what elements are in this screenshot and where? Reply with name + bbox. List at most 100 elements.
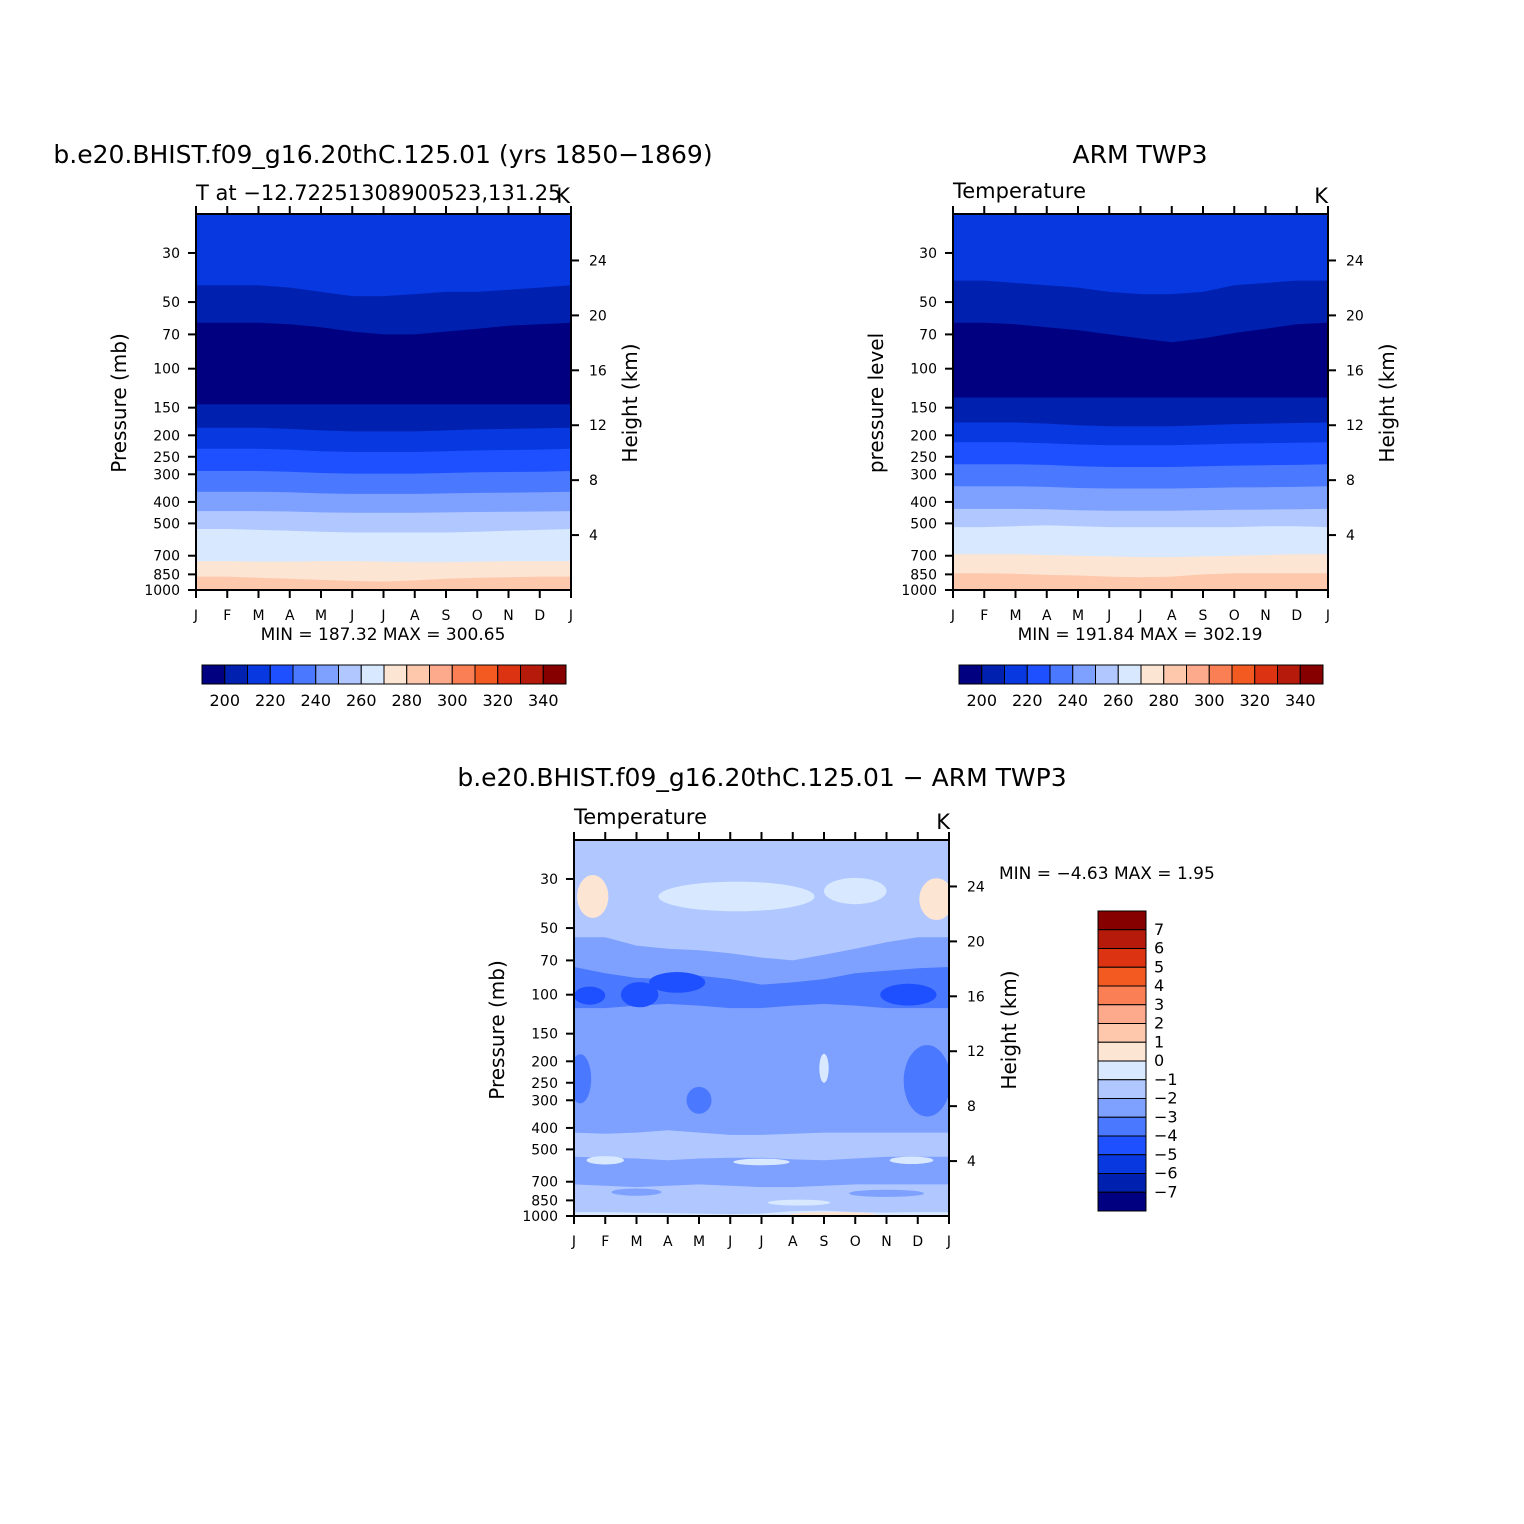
diff-y-tick-label: 500 <box>531 1142 558 1158</box>
diff-contour-feature <box>574 986 606 1005</box>
diff-colorbar-label: 4 <box>1154 976 1164 995</box>
diff-contour-feature <box>889 1156 934 1164</box>
diff-subtitle: Temperature <box>573 805 707 829</box>
model-colorbar-box <box>451 664 476 685</box>
model-y-tick-label: 250 <box>153 450 180 466</box>
diff-y-right-axis-label: Height (km) <box>997 970 1021 1089</box>
diff-colorbar-label: −6 <box>1154 1164 1178 1183</box>
diff-y-right-tick-label: 12 <box>967 1044 985 1060</box>
obs-y-right-tick-label: 24 <box>1346 253 1364 269</box>
obs-colorbar-label: 280 <box>1148 691 1179 710</box>
model-x-tick-label: N <box>503 608 513 624</box>
model-colorbar-label: 320 <box>482 691 513 710</box>
model-y-axis-label: Pressure (mb) <box>107 333 131 473</box>
obs-y-tick-label: 50 <box>919 295 937 311</box>
diff-x-tick-label: M <box>630 1234 642 1250</box>
obs-y-right-tick-label: 4 <box>1346 528 1355 544</box>
obs-x-tick-label: D <box>1291 608 1302 624</box>
diff-y-tick-label: 1000 <box>522 1209 558 1225</box>
model-y-tick-label: 500 <box>153 516 180 532</box>
diff-colorbar-box <box>1097 1173 1147 1193</box>
obs-colorbar-box <box>1254 664 1278 685</box>
obs-colorbar-box <box>1299 664 1324 685</box>
diff-colorbar-box <box>1097 1023 1147 1043</box>
obs-x-tick-label: A <box>1042 608 1052 624</box>
model-y-right-tick-label: 12 <box>589 418 607 434</box>
diff-x-tick-label: J <box>946 1234 951 1250</box>
obs-contour-fill <box>953 214 1328 590</box>
model-y-right-axis-label: Height (km) <box>618 343 642 462</box>
diff-colorbar-label: 7 <box>1154 920 1164 939</box>
model-contour-fill <box>196 214 571 590</box>
diff-colorbar-box <box>1097 948 1147 968</box>
diff-contour-feature <box>611 1188 662 1196</box>
diff-x-tick-label: D <box>912 1234 923 1250</box>
model-colorbar-box <box>315 664 339 685</box>
diff-y-tick-label: 30 <box>540 872 558 888</box>
diff-colorbar-box <box>1097 1154 1147 1174</box>
diff-colorbar-box <box>1097 1004 1147 1024</box>
diff-colorbar-box <box>1097 910 1147 931</box>
model-colorbar-box <box>201 664 226 685</box>
model-x-tick-label: F <box>223 608 231 624</box>
obs-x-tick-label: J <box>1325 608 1330 624</box>
diff-colorbar-box <box>1097 1191 1147 1212</box>
diff-colorbar-box <box>1097 1041 1147 1062</box>
diff-colorbar-box <box>1097 929 1147 949</box>
diff-colorbar-box <box>1097 985 1147 1006</box>
obs-colorbar-label: 220 <box>1012 691 1043 710</box>
model-y-tick-label: 100 <box>153 362 180 378</box>
diff-y-tick-label: 850 <box>531 1193 558 1209</box>
diff-y-right-tick-label: 24 <box>967 879 985 895</box>
diff-contour-feature <box>819 1053 829 1083</box>
obs-colorbar-label: 200 <box>966 691 997 710</box>
model-title: b.e20.BHIST.f09_g16.20thC.125.01 (yrs 18… <box>53 140 712 169</box>
diff-contour-feature <box>880 983 937 1006</box>
diff-colorbar-label: −2 <box>1154 1089 1178 1108</box>
diff-colorbar-box <box>1097 1060 1147 1081</box>
obs-colorbar-box <box>1026 664 1051 685</box>
model-y-tick-label: 30 <box>162 246 180 262</box>
diff-colorbar-label: 6 <box>1154 939 1164 958</box>
diff-contour-feature <box>919 878 949 921</box>
diff-colorbar-label: 2 <box>1154 1014 1164 1033</box>
diff-y-tick-label: 150 <box>531 1027 558 1043</box>
diff-colorbar-box <box>1097 1098 1147 1118</box>
diff-x-tick-label: N <box>881 1234 891 1250</box>
obs-colorbar-box <box>1208 664 1233 685</box>
obs-y-tick-label: 1000 <box>901 583 937 599</box>
obs-colorbar-box <box>1117 664 1142 685</box>
model-x-tick-label: A <box>410 608 420 624</box>
model-colorbar-box <box>292 664 317 685</box>
obs-y-tick-label: 700 <box>910 549 937 565</box>
obs-colorbar-label: 340 <box>1285 691 1316 710</box>
model-colorbar-box <box>406 664 430 685</box>
model-x-tick-label: A <box>285 608 295 624</box>
diff-colorbar-box <box>1097 966 1147 987</box>
model-colorbar-box <box>383 664 408 685</box>
diff-x-tick-label: O <box>850 1234 861 1250</box>
model-y-right-tick-label: 24 <box>589 253 607 269</box>
model-x-tick-label: O <box>472 608 483 624</box>
diff-stats: MIN = −4.63 MAX = 1.95 <box>999 864 1215 884</box>
model-units: K <box>556 184 571 208</box>
model-y-right-tick-label: 16 <box>589 363 607 379</box>
obs-x-tick-label: O <box>1229 608 1240 624</box>
obs-y-tick-label: 250 <box>910 450 937 466</box>
model-y-tick-label: 400 <box>153 495 180 511</box>
diff-colorbar-box <box>1097 1116 1147 1137</box>
diff-y-tick-label: 300 <box>531 1093 558 1109</box>
obs-colorbar-box <box>958 664 983 685</box>
obs-colorbar-box <box>1186 664 1210 685</box>
obs-y-right-tick-label: 20 <box>1346 308 1364 324</box>
diff-contour-feature <box>658 881 815 912</box>
model-colorbar-label: 220 <box>255 691 286 710</box>
obs-y-right-tick-label: 12 <box>1346 418 1364 434</box>
diff-y-right-tick-label: 8 <box>967 1099 976 1115</box>
diff-y-right-tick-label: 4 <box>967 1154 976 1170</box>
obs-colorbar-label: 300 <box>1194 691 1225 710</box>
diff-colorbar-label: −4 <box>1154 1126 1178 1145</box>
diff-units: K <box>936 810 951 834</box>
